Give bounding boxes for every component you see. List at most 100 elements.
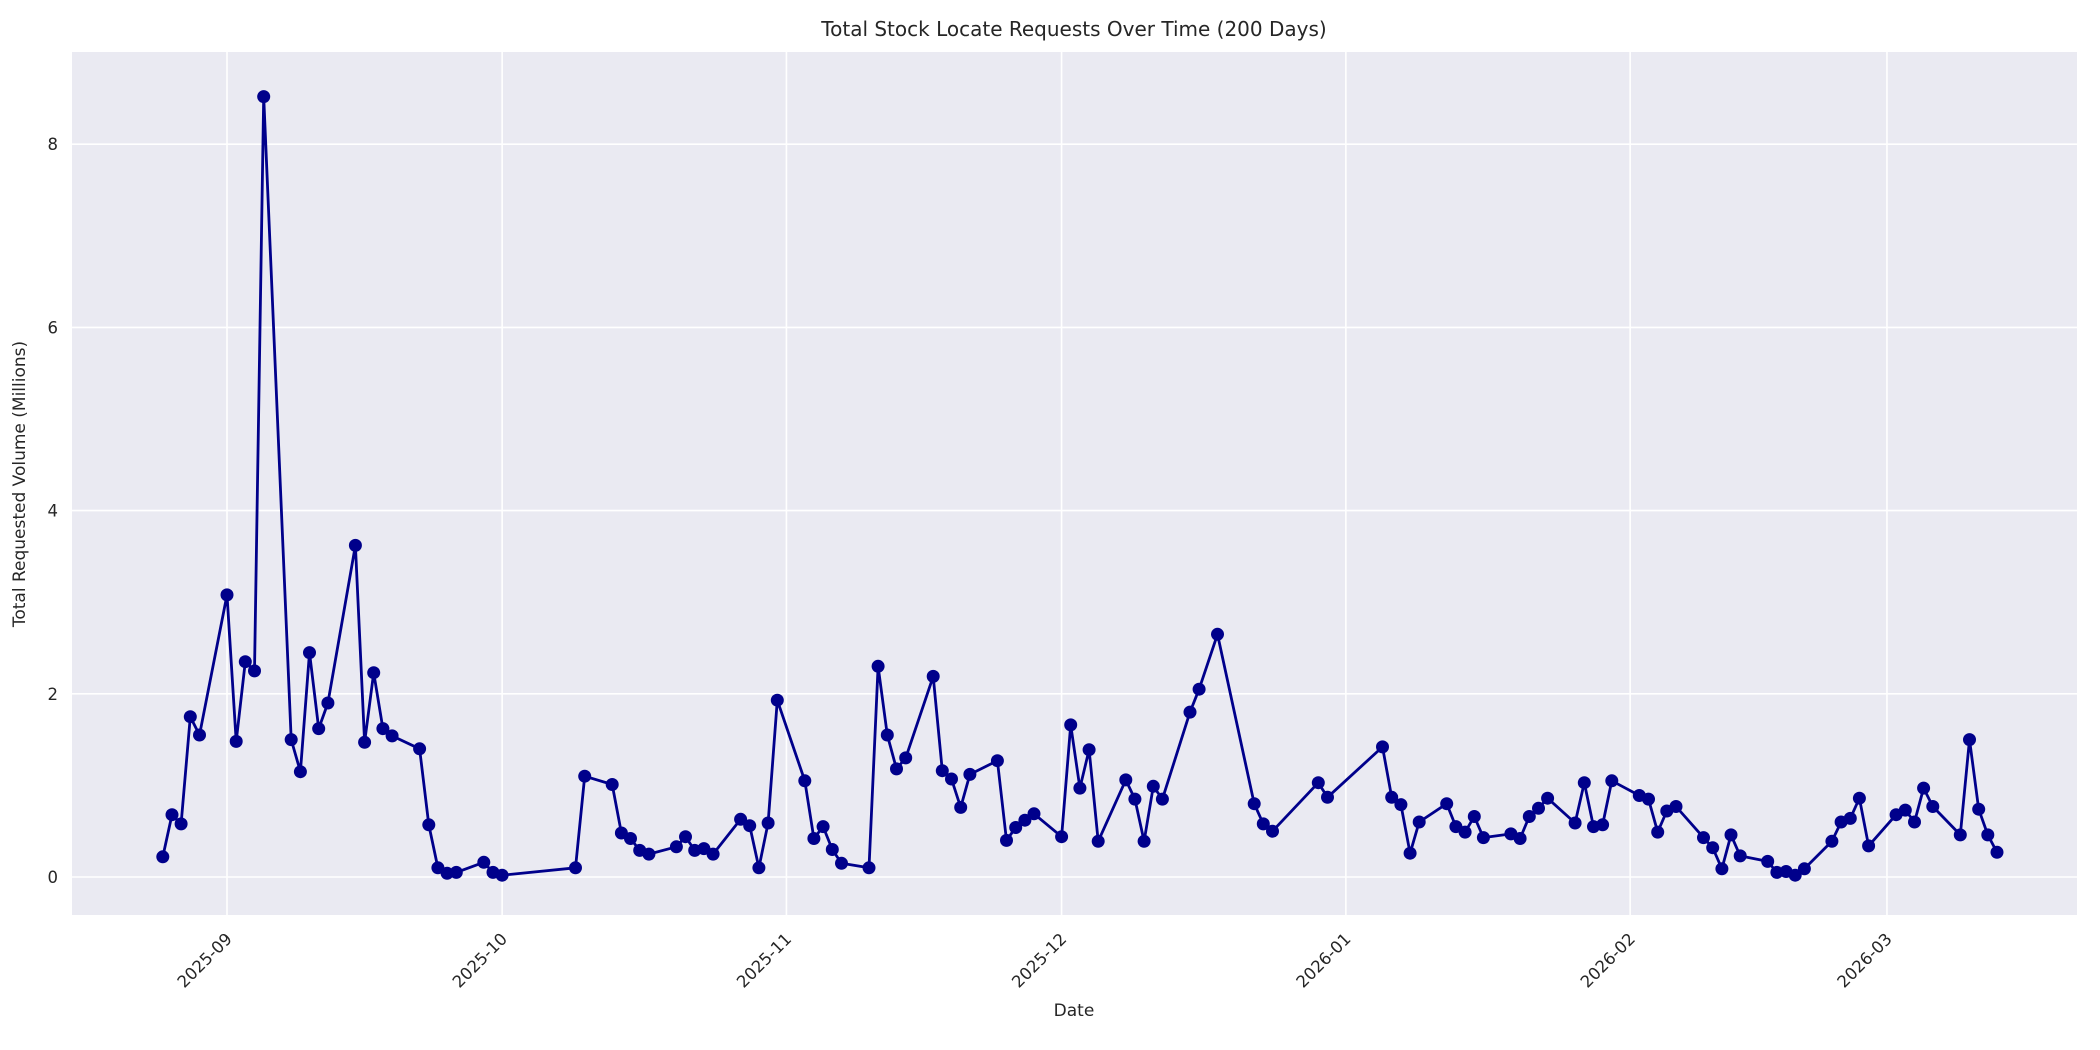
data-point-marker [183, 710, 197, 724]
data-point-marker [1852, 791, 1866, 805]
y-axis-tick-labels: 0 2 4 6 8 [48, 135, 59, 887]
data-point-marker [257, 90, 271, 104]
data-point-marker [1376, 740, 1389, 754]
data-point-marker [1146, 779, 1160, 793]
x-tick-label: 2026-03 [1834, 929, 1896, 991]
data-point-marker [1055, 830, 1069, 844]
data-point-marker [1908, 815, 1921, 829]
data-point-marker [477, 855, 491, 869]
data-point-marker [1972, 802, 1986, 816]
data-point-marker [1990, 845, 2004, 859]
data-point-marker [1724, 828, 1738, 842]
data-point-marker [1211, 627, 1224, 641]
data-point-marker [1963, 733, 1976, 747]
data-point-marker [1403, 846, 1417, 860]
data-point-marker [963, 767, 977, 781]
data-point-marker [1715, 862, 1729, 876]
data-point-marker [1953, 828, 1967, 842]
data-point-marker [1440, 797, 1454, 811]
data-point-marker [1568, 816, 1582, 830]
data-point-marker [1981, 828, 1995, 842]
y-axis-label: Total Requested Volume (Millions) [10, 341, 30, 628]
data-point-marker [1321, 790, 1334, 804]
data-point-marker [293, 765, 307, 779]
data-point-marker [807, 832, 821, 845]
data-point-marker [926, 669, 940, 683]
data-point-marker [770, 693, 784, 707]
data-point-marker [248, 664, 261, 678]
data-point-marker [761, 816, 775, 830]
data-point-marker [1192, 682, 1206, 696]
data-point-marker [1926, 800, 1940, 813]
data-point-marker [1843, 811, 1857, 825]
gridlines [72, 52, 2077, 915]
data-point-marker [358, 735, 372, 749]
data-point-marker [945, 772, 958, 786]
data-point-marker [1137, 834, 1151, 848]
data-point-marker [679, 830, 692, 844]
data-point-marker [1467, 810, 1481, 823]
data-point-marker [1091, 834, 1105, 848]
y-tick-label: 0 [48, 868, 59, 887]
data-point-marker [990, 754, 1004, 768]
data-point-marker [1733, 849, 1747, 863]
data-point-marker [348, 538, 362, 552]
data-point-marker [220, 588, 234, 602]
data-point-marker [1669, 800, 1683, 813]
x-tick-label: 2026-02 [1577, 929, 1639, 991]
data-point-marker [1596, 818, 1610, 832]
data-point-marker [1073, 781, 1087, 795]
data-point-marker [835, 856, 848, 870]
data-point-marker [1522, 810, 1536, 823]
y-tick-label: 6 [48, 318, 59, 337]
data-point-marker [284, 733, 298, 747]
data-point-marker [1898, 803, 1912, 817]
data-point-marker [706, 847, 720, 861]
data-point-marker [1266, 824, 1279, 838]
data-point-marker [1458, 825, 1472, 839]
data-point-marker [303, 646, 316, 660]
data-point-marker [578, 769, 592, 783]
data-point-marker [624, 832, 637, 845]
data-point-marker [1862, 839, 1876, 853]
data-point-marker [605, 778, 619, 791]
data-point-marker [862, 861, 876, 875]
data-point-marker [935, 764, 949, 778]
data-point-marker [899, 751, 913, 765]
data-point-marker [1009, 821, 1023, 834]
data-point-marker [1532, 801, 1545, 815]
x-tick-label: 2025-09 [174, 929, 236, 991]
data-point-marker [1000, 833, 1013, 847]
data-series [156, 90, 2004, 882]
data-point-marker [1412, 815, 1426, 829]
data-point-marker [1476, 831, 1490, 845]
data-point-marker [1697, 831, 1710, 845]
data-point-marker [798, 774, 812, 788]
data-point-marker [734, 812, 748, 826]
data-point-marker [954, 800, 968, 814]
data-point-marker [1018, 813, 1032, 827]
data-point-marker [1577, 776, 1591, 790]
data-point-marker [669, 840, 683, 854]
data-point-marker [1027, 807, 1041, 821]
chart-title: Total Stock Locate Requests Over Time (2… [820, 17, 1326, 41]
y-tick-label: 4 [48, 502, 59, 521]
data-point-marker [413, 742, 427, 756]
data-point-marker [193, 728, 206, 742]
data-point-marker [1385, 790, 1399, 804]
data-point-marker [816, 820, 830, 834]
data-point-marker [495, 868, 509, 882]
data-point-marker [880, 728, 894, 742]
data-point-marker [449, 865, 463, 879]
data-point-marker [174, 817, 188, 831]
data-point-marker [1183, 705, 1197, 719]
y-tick-label: 2 [48, 685, 59, 704]
data-point-marker [1082, 743, 1096, 757]
data-point-marker [1797, 862, 1811, 876]
data-point-marker [1064, 718, 1078, 732]
x-tick-label: 2025-12 [1008, 929, 1070, 991]
data-point-marker [1394, 798, 1408, 812]
data-point-marker [1706, 841, 1720, 855]
